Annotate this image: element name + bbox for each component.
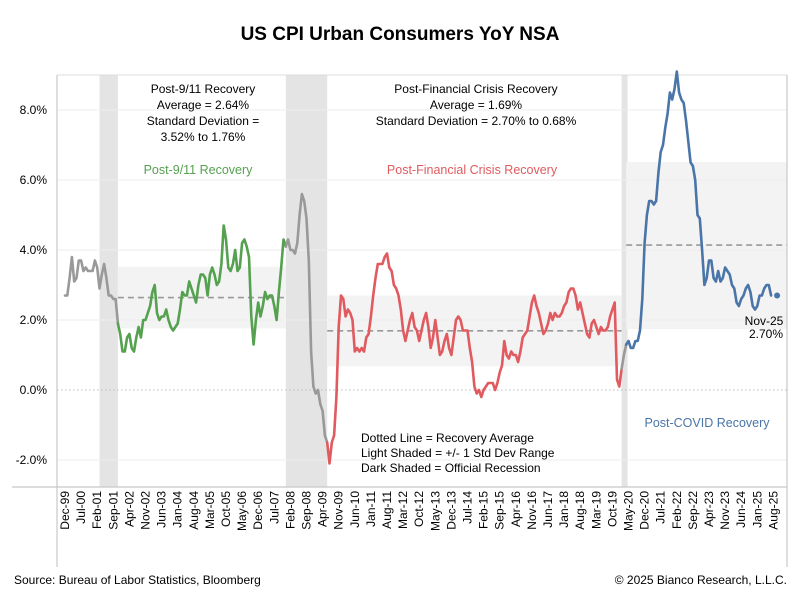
post-911-stats: Post-9/11 Recovery (151, 82, 256, 96)
gridlines (57, 74, 787, 461)
last-point-marker (774, 292, 781, 299)
last-point-value: 2.70% (749, 327, 783, 341)
legend-note: Light Shaded = +/- 1 Std Dev Range (361, 446, 555, 460)
x-tick-label: Jun-17 (541, 491, 555, 528)
y-tick-label: 8.0% (20, 103, 48, 117)
x-tick-label: Sep-01 (106, 491, 120, 530)
series-segment (284, 192, 329, 444)
x-tick-label: Nov-23 (718, 491, 732, 530)
x-tick-label: Mar-05 (203, 491, 217, 529)
y-tick-label: 2.0% (20, 313, 48, 327)
axes (12, 75, 788, 567)
x-tick-label: Dec-13 (444, 491, 458, 530)
x-tick-label: Feb-01 (90, 491, 104, 529)
std-dev-bands (117, 162, 787, 367)
x-tick-label: Jun-24 (734, 491, 748, 528)
x-tick-label: Feb-15 (477, 491, 491, 529)
series-segment (620, 343, 628, 371)
chart-title: US CPI Urban Consumers YoY NSA (241, 24, 560, 45)
x-tick-label: Oct-05 (219, 491, 233, 527)
x-tick-label: Nov-16 (525, 491, 539, 530)
y-tick-label: 0.0% (20, 383, 48, 397)
y-tick-label: -2.0% (16, 453, 48, 467)
x-tick-label: May-13 (428, 491, 442, 531)
x-tick-label: Jun-03 (155, 491, 169, 528)
y-tick-label: 6.0% (20, 173, 48, 187)
x-tick-label: Aug-11 (380, 491, 394, 529)
average-lines (117, 244, 787, 332)
x-axis-ticks: Dec-99 Jul-00 Feb-01 Sep-01 Apr-02 Nov-02 Jun-… (58, 491, 780, 531)
post-911-label: Post-9/11 Recovery (144, 163, 254, 177)
x-tick-label: Jan-25 (750, 491, 764, 528)
x-tick-label: Dec-99 (58, 491, 72, 530)
recession-band (285, 75, 328, 487)
series-segment (325, 252, 623, 465)
x-tick-label: Oct-12 (412, 491, 426, 527)
x-tick-label: Feb-08 (283, 491, 297, 529)
x-tick-label: Apr-16 (509, 491, 523, 527)
post-911-stats: Average = 2.64% (157, 98, 250, 112)
x-tick-label: Jul-21 (654, 491, 668, 524)
x-tick-label: May-06 (235, 491, 249, 531)
x-tick-label: Jul-14 (461, 491, 475, 524)
x-tick-label: Nov-09 (332, 491, 346, 530)
x-tick-label: May-20 (622, 491, 636, 531)
copyright-note: © 2025 Bianco Research, L.L.C. (615, 573, 787, 587)
x-tick-label: Aug-25 (766, 491, 780, 530)
x-tick-label: Nov-02 (139, 491, 153, 530)
x-tick-label: Jun-10 (348, 491, 362, 528)
x-tick-label: Dec-06 (251, 491, 265, 530)
y-axis-ticks: -2.0% 0.0% 2.0% 4.0% 6.0% 8.0% (16, 103, 48, 467)
post-financial-crisis-label: Post-Financial Crisis Recovery (387, 163, 558, 177)
x-tick-label: Aug-04 (187, 491, 201, 530)
x-tick-label: Jul-00 (74, 491, 88, 524)
annotations: Nov-252.70% Post-9/11 Recovery Average = 2… (144, 82, 784, 475)
cpi-series (63, 70, 781, 465)
x-tick-label: Feb-22 (670, 491, 684, 529)
y-tick-label: 4.0% (20, 243, 48, 257)
post-financial-crisis-stats: Post-Financial Crisis Recovery (394, 82, 557, 96)
series-segment (624, 70, 773, 350)
x-tick-label: Mar-19 (589, 491, 603, 529)
x-tick-label: Sep-08 (300, 491, 314, 530)
x-tick-label: Aug-18 (573, 491, 587, 530)
post-covid-label: Post-COVID Recovery (644, 416, 770, 430)
x-tick-label: Jan-04 (171, 491, 185, 528)
post-911-stats: Standard Deviation = (147, 114, 259, 128)
post-financial-crisis-stats: Standard Deviation = 2.70% to 0.68% (376, 114, 577, 128)
source-note: Source: Bureau of Labor Statistics, Bloo… (14, 573, 261, 587)
x-tick-label: Mar-12 (396, 491, 410, 529)
x-tick-label: Apr-09 (316, 491, 330, 527)
x-tick-label: Apr-02 (122, 491, 136, 527)
post-financial-crisis-stats: Average = 1.69% (430, 98, 523, 112)
x-tick-label: Sep-22 (686, 491, 700, 530)
post-911-stats: 3.52% to 1.76% (161, 130, 246, 144)
legend-note: Dotted Line = Recovery Average (361, 431, 534, 445)
recession-shading (99, 75, 628, 487)
x-tick-label: Jan-18 (557, 491, 571, 528)
legend-note: Dark Shaded = Official Recession (361, 461, 541, 475)
x-tick-label: Dec-20 (638, 491, 652, 530)
x-tick-label: Jan-11 (364, 491, 378, 527)
last-point-date: Nov-25 (745, 314, 784, 328)
x-tick-label: Sep-15 (493, 491, 507, 530)
recession-band (621, 75, 628, 487)
x-tick-label: Jul-07 (267, 491, 281, 524)
recession-band (99, 75, 118, 487)
series-segment (63, 255, 120, 325)
x-tick-label: Apr-23 (702, 491, 716, 527)
series-segment (116, 224, 288, 353)
x-tick-label: Oct-19 (605, 491, 619, 527)
